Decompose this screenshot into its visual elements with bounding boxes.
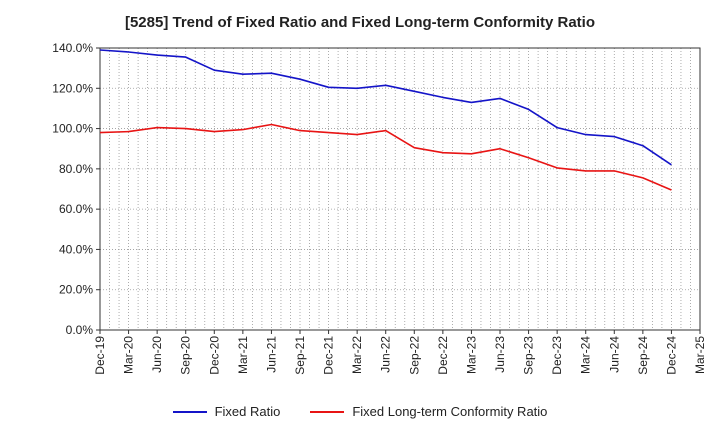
x-tick-label: Sep-22 <box>407 336 421 375</box>
legend-label-fixed-ratio: Fixed Ratio <box>214 404 281 419</box>
legend-item-fixed-ratio: Fixed Ratio <box>172 404 281 419</box>
legend-item-conformity-ratio: Fixed Long-term Conformity Ratio <box>310 404 547 419</box>
x-tick-label: Jun-20 <box>150 336 164 373</box>
x-tick-label: Sep-23 <box>522 336 536 375</box>
y-tick-label: 100.0% <box>52 122 93 136</box>
series-line-fixed-ratio <box>99 49 672 166</box>
x-tick-label: Mar-20 <box>122 336 136 374</box>
x-tick-label: Sep-24 <box>636 336 650 375</box>
legend-swatch-conformity-ratio <box>310 410 345 413</box>
x-tick-label: Dec-20 <box>207 336 221 375</box>
y-tick-label: 140.0% <box>52 41 93 55</box>
x-tick-label: Dec-22 <box>436 336 450 375</box>
x-tick-label: Dec-21 <box>322 336 336 375</box>
x-tick-label: Mar-24 <box>579 336 593 374</box>
plot-frame <box>99 47 701 331</box>
y-tick-label: 40.0% <box>59 242 93 256</box>
x-axis: Dec-19 Mar-20 Jun-20 Sep-20 Dec-20 Mar-21 Jun-… <box>93 330 707 375</box>
x-tick-label: Sep-20 <box>179 336 193 375</box>
y-tick-label: 80.0% <box>59 162 93 176</box>
x-tick-label: Jun-23 <box>493 336 507 373</box>
y-axis: 0.0% 20.0% 40.0% 60.0% 80.0% 100.0% 120.0% 140.… <box>52 41 100 337</box>
x-tick-label: Dec-19 <box>93 336 107 375</box>
grid-lines <box>100 47 700 330</box>
legend-swatch-fixed-ratio <box>172 410 207 413</box>
y-tick-label: 60.0% <box>59 202 93 216</box>
x-tick-label: Jun-21 <box>264 336 278 373</box>
y-tick-label: 0.0% <box>66 323 94 337</box>
series-line-conformity-ratio <box>99 123 672 191</box>
series-lines <box>99 49 672 191</box>
x-tick-label: Mar-22 <box>350 336 364 374</box>
chart-title: [5285] Trend of Fixed Ratio and Fixed Lo… <box>124 14 596 31</box>
x-tick-label: Sep-21 <box>293 336 307 375</box>
x-tick-label: Jun-24 <box>607 336 621 373</box>
x-tick-label: Mar-23 <box>464 336 478 374</box>
x-tick-label: Mar-25 <box>693 336 707 374</box>
y-tick-label: 120.0% <box>52 81 93 95</box>
y-tick-label: 20.0% <box>59 283 93 297</box>
x-tick-label: Dec-24 <box>664 336 678 375</box>
legend-label-conformity-ratio: Fixed Long-term Conformity Ratio <box>352 404 548 419</box>
legend: Fixed Ratio Fixed Long-term Conformity R… <box>0 404 720 419</box>
x-tick-label: Dec-23 <box>550 336 564 375</box>
x-tick-label: Mar-21 <box>236 336 250 374</box>
x-tick-label: Jun-22 <box>379 336 393 373</box>
